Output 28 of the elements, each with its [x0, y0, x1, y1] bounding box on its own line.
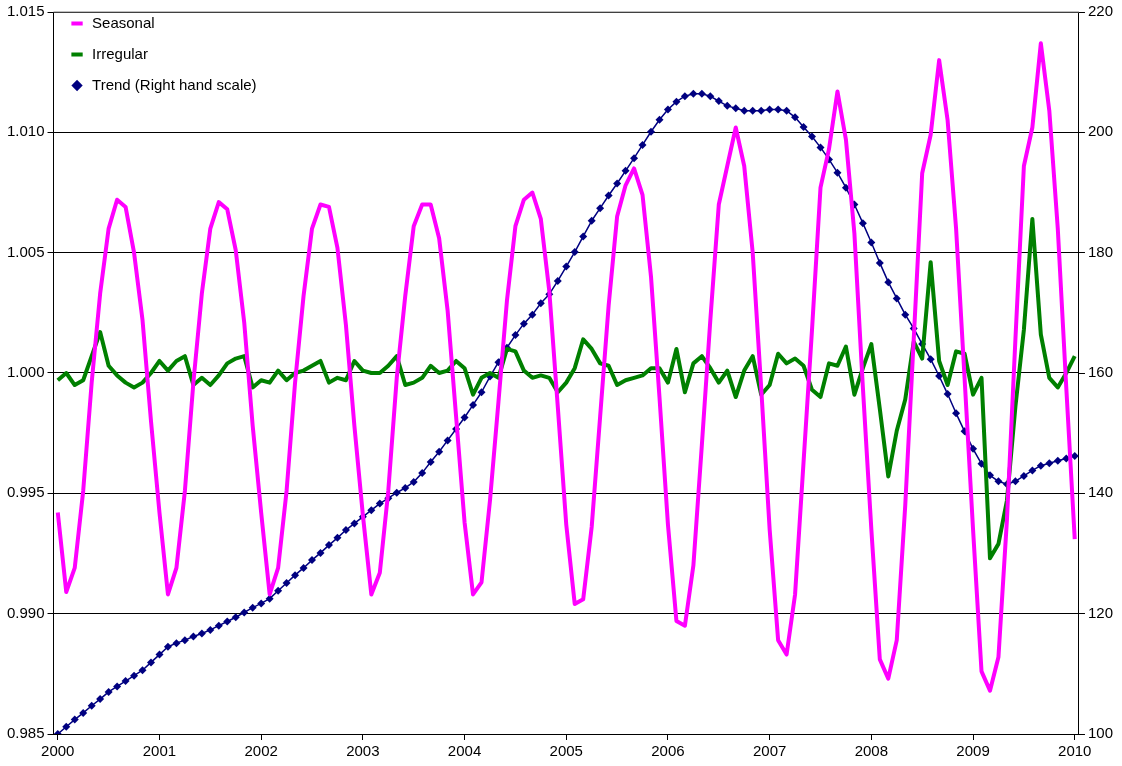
- y-tick-label: 1.015: [6, 2, 45, 20]
- y-tick-label: 0.985: [6, 724, 45, 742]
- y2-tick-label: 160: [1087, 363, 1113, 381]
- y2-tick-label: 140: [1087, 483, 1113, 501]
- x-tick-label: 2001: [142, 742, 177, 760]
- y-tick-label: 1.010: [6, 122, 45, 140]
- x-tick-label: 2006: [651, 742, 685, 760]
- legend-label: Seasonal: [92, 13, 155, 31]
- x-tick-label: 2004: [447, 742, 482, 760]
- y2-tick-label: 100: [1087, 724, 1113, 742]
- y2-tick-label: 120: [1087, 603, 1113, 621]
- legend-label: Irregular: [92, 44, 148, 62]
- y-tick-label: 0.990: [6, 603, 45, 621]
- x-tick-label: 2008: [854, 742, 889, 760]
- x-tick-label: 2002: [244, 742, 278, 760]
- y-tick-label: 1.000: [6, 363, 45, 381]
- legend-label: Trend (Right hand scale): [92, 75, 257, 93]
- y-tick-label: 0.995: [6, 483, 45, 501]
- x-tick-label: 2003: [346, 742, 380, 760]
- x-tick-label: 2007: [752, 742, 787, 760]
- y2-tick-label: 200: [1087, 122, 1113, 140]
- x-tick-label: 2009: [956, 742, 990, 760]
- y-tick-label: 1.005: [6, 242, 45, 260]
- x-tick-label: 2000: [41, 742, 75, 760]
- y2-tick-label: 220: [1087, 2, 1113, 20]
- x-tick-label: 2010: [1058, 742, 1092, 760]
- x-tick-label: 2005: [549, 742, 583, 760]
- y2-tick-label: 180: [1087, 242, 1113, 260]
